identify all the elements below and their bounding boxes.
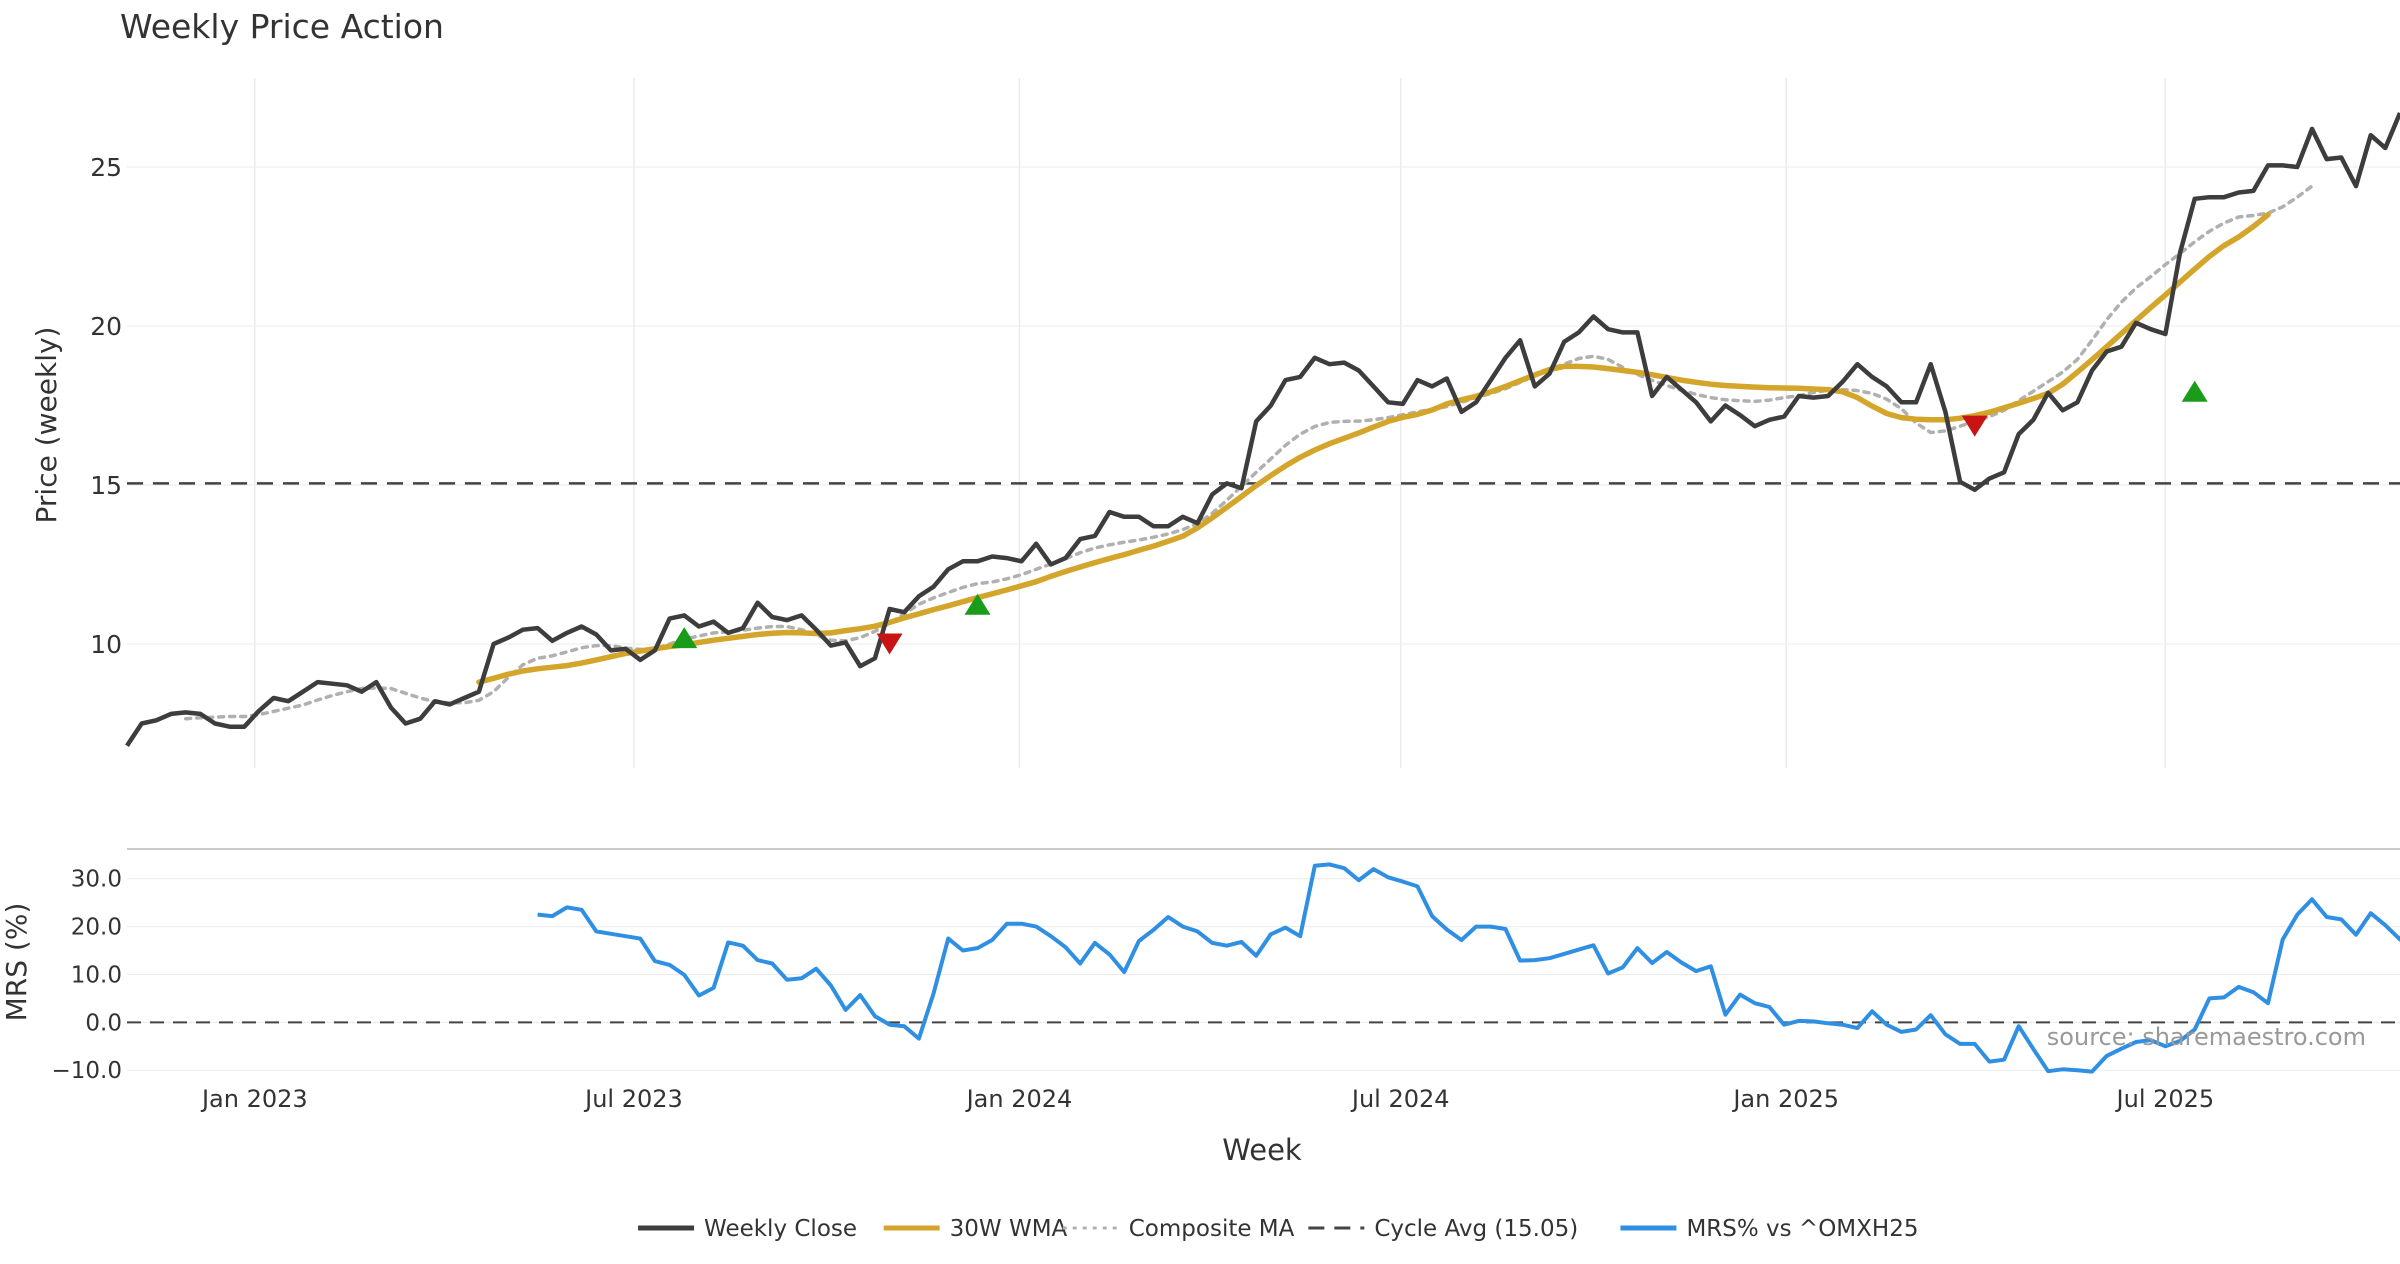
x-tick-label: Jul 2025 bbox=[2115, 1085, 2215, 1113]
mrs-y-axis-label: MRS (%) bbox=[0, 903, 33, 1022]
sell-signal-marker bbox=[1961, 415, 1988, 437]
legend-item: Weekly Close bbox=[638, 1216, 857, 1242]
x-axis-label: Week bbox=[1222, 1133, 1302, 1167]
wma-30w-line bbox=[476, 211, 2271, 685]
legend-item: 30W WMA bbox=[883, 1216, 1068, 1242]
legend-item: Cycle Avg (15.05) bbox=[1308, 1216, 1578, 1242]
price-y-tick-label: 10 bbox=[90, 630, 122, 659]
buy-signal-marker bbox=[2181, 380, 2208, 402]
legend-label: Composite MA bbox=[1129, 1216, 1295, 1242]
legend-label: Cycle Avg (15.05) bbox=[1374, 1216, 1578, 1242]
x-tick-label: Jul 2023 bbox=[583, 1085, 683, 1113]
grid-layer bbox=[127, 78, 2400, 1071]
mrs-y-tick-label: −10.0 bbox=[52, 1058, 122, 1084]
x-tick-label: Jul 2024 bbox=[1350, 1085, 1450, 1113]
legend-item: Composite MA bbox=[1062, 1216, 1295, 1242]
legend-item: MRS% vs ^OMXH25 bbox=[1620, 1216, 1918, 1242]
source-annotation: source: sharemaestro.com bbox=[2047, 1023, 2366, 1051]
weekly-close-line bbox=[125, 112, 2400, 747]
reference-lines bbox=[127, 482, 2400, 1024]
legend: Weekly Close 30W WMA Composite MA Cycle Avg… bbox=[638, 1216, 1918, 1242]
mrs-line bbox=[537, 862, 2400, 1074]
mrs-y-tick-label: 0.0 bbox=[85, 1010, 122, 1036]
chart-title: Weekly Price Action bbox=[120, 7, 444, 46]
mrs-y-tick-label: 30.0 bbox=[71, 867, 122, 893]
legend-label: MRS% vs ^OMXH25 bbox=[1686, 1216, 1918, 1242]
sell-signal-marker bbox=[876, 633, 903, 655]
signal-markers bbox=[671, 380, 2208, 655]
legend-label: 30W WMA bbox=[950, 1216, 1068, 1242]
mrs-y-tick-label: 20.0 bbox=[71, 915, 122, 941]
legend-label: Weekly Close bbox=[704, 1216, 857, 1242]
price-y-axis-label: Price (weekly) bbox=[30, 327, 63, 524]
series-layer bbox=[125, 112, 2400, 1074]
buy-signal-marker bbox=[671, 627, 698, 649]
buy-signal-marker bbox=[964, 593, 991, 615]
price-y-tick-label: 25 bbox=[90, 153, 122, 182]
tick-labels: Jan 2023 Jul 2023 Jan 2024 Jul 2024 Jan 2025… bbox=[52, 153, 2215, 1113]
price-y-tick-label: 20 bbox=[90, 312, 122, 341]
composite-ma-line bbox=[183, 184, 2314, 721]
x-tick-label: Jan 2023 bbox=[200, 1085, 308, 1113]
price-y-tick-label: 15 bbox=[90, 471, 122, 500]
x-tick-label: Jan 2025 bbox=[1731, 1085, 1839, 1113]
mrs-y-tick-label: 10.0 bbox=[71, 962, 122, 988]
x-tick-label: Jan 2024 bbox=[965, 1085, 1073, 1113]
